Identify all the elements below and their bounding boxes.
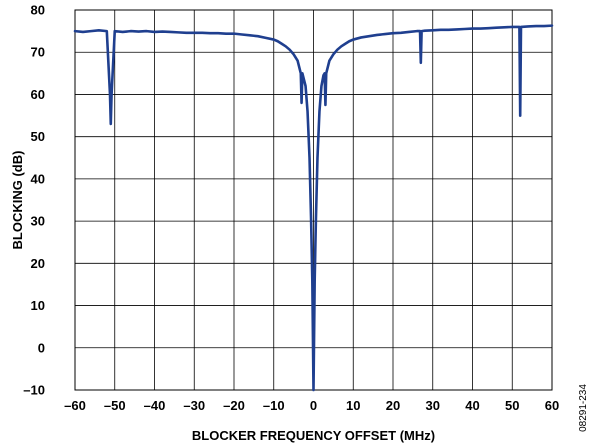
y-tick-label: 20 [31,256,45,271]
x-axis-title: BLOCKER FREQUENCY OFFSET (MHz) [192,428,435,443]
y-axis-ticks: –10 0 10 20 30 40 50 60 70 80 [23,3,45,398]
x-tick-label: –30 [183,398,205,413]
x-axis-ticks: –60 –50 –40 –30 –20 –10 0 10 20 30 40 50 60 [64,398,559,413]
x-tick-label: 30 [426,398,440,413]
x-tick-label: –60 [64,398,86,413]
x-tick-label: –50 [104,398,126,413]
x-tick-label: 60 [545,398,559,413]
y-tick-label: 10 [31,298,45,313]
figure-id: 08291-234 [578,384,589,432]
y-axis-title: BLOCKING (dB) [10,151,25,250]
y-tick-label: 0 [38,340,45,355]
y-tick-label: 70 [31,45,45,60]
x-tick-label: 10 [346,398,360,413]
y-tick-label: 40 [31,171,45,186]
x-tick-label: –40 [144,398,166,413]
x-tick-label: 20 [386,398,400,413]
y-tick-label: 30 [31,214,45,229]
x-tick-label: –10 [263,398,285,413]
x-tick-label: –20 [223,398,245,413]
y-tick-label: 50 [31,129,45,144]
x-tick-label: 50 [505,398,519,413]
x-tick-label: 0 [310,398,317,413]
y-tick-label: 80 [31,3,45,18]
y-tick-label: –10 [23,383,45,398]
series-line [73,24,554,392]
x-tick-label: 40 [465,398,479,413]
y-tick-label: 60 [31,87,45,102]
